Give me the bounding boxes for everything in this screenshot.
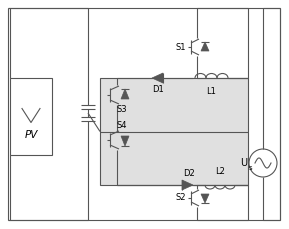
Text: S2: S2: [176, 194, 186, 202]
Text: s: s: [248, 165, 252, 171]
Polygon shape: [182, 180, 193, 190]
Polygon shape: [121, 89, 129, 99]
Polygon shape: [152, 73, 163, 83]
Text: L2: L2: [215, 167, 225, 177]
Text: D1: D1: [152, 85, 164, 95]
Polygon shape: [121, 136, 129, 146]
Polygon shape: [201, 194, 209, 203]
Text: S4: S4: [117, 120, 127, 130]
Text: D2: D2: [183, 169, 195, 177]
Polygon shape: [201, 42, 209, 51]
Text: S3: S3: [117, 106, 127, 114]
Text: S1: S1: [176, 43, 186, 52]
Text: L1: L1: [207, 87, 216, 95]
Bar: [10, 78, 52, 155]
Bar: [100, 78, 248, 185]
Text: PV: PV: [24, 130, 38, 139]
Text: U: U: [240, 158, 248, 168]
